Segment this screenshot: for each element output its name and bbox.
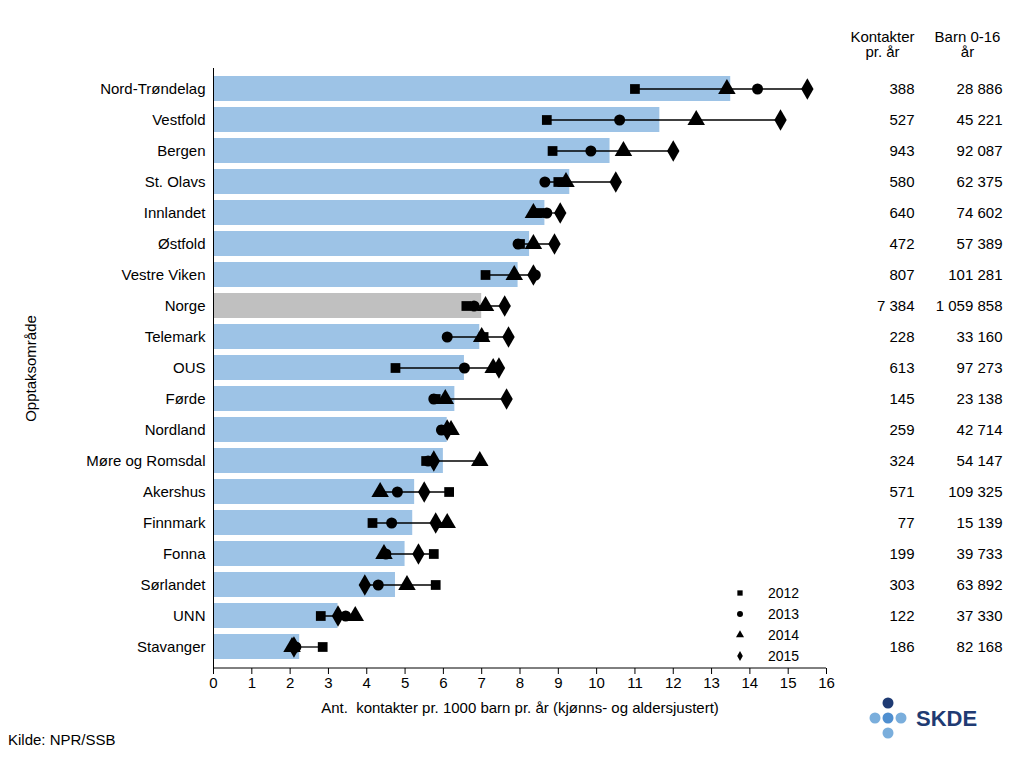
svg-text:Finnmark: Finnmark xyxy=(143,514,206,531)
svg-text:101 281: 101 281 xyxy=(948,266,1002,283)
svg-text:13: 13 xyxy=(703,674,720,691)
svg-text:15 139: 15 139 xyxy=(957,514,1003,531)
svg-text:1: 1 xyxy=(248,674,256,691)
svg-text:28 886: 28 886 xyxy=(957,80,1003,97)
svg-text:943: 943 xyxy=(889,142,914,159)
svg-text:0: 0 xyxy=(209,674,217,691)
svg-text:37 330: 37 330 xyxy=(957,607,1003,624)
html-text:2013: 2013 xyxy=(768,605,800,622)
svg-text:Innlandet: Innlandet xyxy=(144,204,207,221)
svg-text:613: 613 xyxy=(889,359,914,376)
svg-text:1 059 858: 1 059 858 xyxy=(936,297,1003,314)
svg-text:15: 15 xyxy=(780,674,797,691)
html-text:Kilde: NPR/SSB: Kilde: NPR/SSB xyxy=(8,731,116,748)
svg-text:St. Olavs: St. Olavs xyxy=(145,173,206,190)
svg-text:3: 3 xyxy=(324,674,332,691)
svg-text:Ant. kontakter pr. 1000 barn: Ant. kontakter pr. 1000 barn pr. år (kjø… xyxy=(321,699,719,716)
svg-text:54 147: 54 147 xyxy=(957,452,1003,469)
svg-text:Møre og Romsdal: Møre og Romsdal xyxy=(86,452,205,469)
svg-text:199: 199 xyxy=(889,545,914,562)
svg-text:Barn 0-16år: Barn 0-16år xyxy=(935,28,1001,60)
svg-text:6: 6 xyxy=(439,674,447,691)
svg-text:571: 571 xyxy=(889,483,914,500)
svg-text:77: 77 xyxy=(898,514,915,531)
svg-text:62 375: 62 375 xyxy=(957,173,1003,190)
svg-text:Akershus: Akershus xyxy=(143,483,206,500)
svg-text:7 384: 7 384 xyxy=(877,297,915,314)
svg-text:Nordland: Nordland xyxy=(145,421,206,438)
svg-text:10: 10 xyxy=(588,674,605,691)
svg-text:14: 14 xyxy=(742,674,759,691)
svg-text:23 138: 23 138 xyxy=(957,390,1003,407)
svg-text:9: 9 xyxy=(554,674,562,691)
svg-text:92 087: 92 087 xyxy=(957,142,1003,159)
svg-text:Sørlandet: Sørlandet xyxy=(140,576,206,593)
svg-text:Vestre Viken: Vestre Viken xyxy=(122,266,206,283)
svg-text:Bergen: Bergen xyxy=(157,142,205,159)
svg-text:Vestfold: Vestfold xyxy=(152,111,205,128)
svg-text:8: 8 xyxy=(516,674,524,691)
svg-text:45 221: 45 221 xyxy=(957,111,1003,128)
svg-text:145: 145 xyxy=(889,390,914,407)
svg-text:Østfold: Østfold xyxy=(158,235,206,252)
svg-text:82 168: 82 168 xyxy=(957,638,1003,655)
svg-text:Førde: Førde xyxy=(165,390,205,407)
svg-text:63 892: 63 892 xyxy=(957,576,1003,593)
svg-text:Norge: Norge xyxy=(165,297,206,314)
svg-text:580: 580 xyxy=(889,173,914,190)
svg-text:303: 303 xyxy=(889,576,914,593)
svg-text:Fonna: Fonna xyxy=(163,545,206,562)
svg-text:Kontakterpr. år: Kontakterpr. år xyxy=(850,28,914,60)
svg-text:57 389: 57 389 xyxy=(957,235,1003,252)
svg-text:Opptaksområde: Opptaksområde xyxy=(22,315,39,422)
svg-text:472: 472 xyxy=(889,235,914,252)
svg-text:42 714: 42 714 xyxy=(957,421,1003,438)
svg-text:186: 186 xyxy=(889,638,914,655)
svg-text:Stavanger: Stavanger xyxy=(137,638,205,655)
svg-text:7: 7 xyxy=(478,674,486,691)
svg-text:UNN: UNN xyxy=(173,607,206,624)
svg-text:388: 388 xyxy=(889,80,914,97)
svg-text:OUS: OUS xyxy=(173,359,206,376)
svg-text:74 602: 74 602 xyxy=(957,204,1003,221)
html-text:2015: 2015 xyxy=(768,647,800,664)
svg-text:97 273: 97 273 xyxy=(957,359,1003,376)
svg-text:16: 16 xyxy=(818,674,835,691)
svg-text:122: 122 xyxy=(889,607,914,624)
svg-text:Nord-Trøndelag: Nord-Trøndelag xyxy=(100,80,205,97)
svg-text:2: 2 xyxy=(286,674,294,691)
svg-text:Telemark: Telemark xyxy=(145,328,206,345)
svg-text:5: 5 xyxy=(401,674,409,691)
svg-text:39 733: 39 733 xyxy=(957,545,1003,562)
svg-text:4: 4 xyxy=(363,674,371,691)
svg-text:807: 807 xyxy=(889,266,914,283)
html-text:2014: 2014 xyxy=(768,626,800,643)
svg-text:259: 259 xyxy=(889,421,914,438)
svg-text:SKDE: SKDE xyxy=(916,706,977,731)
svg-text:109 325: 109 325 xyxy=(948,483,1002,500)
svg-text:640: 640 xyxy=(889,204,914,221)
svg-text:324: 324 xyxy=(889,452,914,469)
svg-text:33 160: 33 160 xyxy=(957,328,1003,345)
svg-text:228: 228 xyxy=(889,328,914,345)
svg-text:527: 527 xyxy=(889,111,914,128)
svg-text:12: 12 xyxy=(665,674,682,691)
svg-text:11: 11 xyxy=(627,674,643,691)
html-text:2012: 2012 xyxy=(768,584,800,601)
